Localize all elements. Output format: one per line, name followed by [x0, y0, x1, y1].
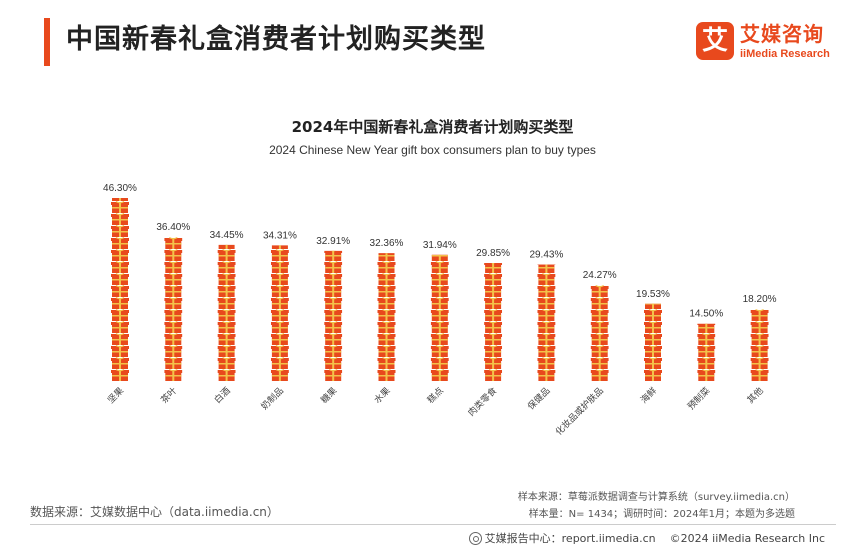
value-label: 31.94%: [423, 240, 457, 251]
gift-box-stack: [537, 264, 556, 381]
bar-3: [270, 245, 289, 381]
value-label: 34.45%: [210, 230, 244, 241]
gift-box-stack: [324, 250, 343, 381]
page-title: 中国新春礼盒消费者计划购买类型: [66, 24, 486, 55]
value-label: 29.43%: [529, 250, 563, 261]
bar-8: [537, 264, 556, 381]
gift-box-stack: [164, 237, 183, 381]
value-label: 32.36%: [370, 238, 404, 249]
iimedia-logo: 艾 艾媒咨询 iiMedia Research: [696, 22, 836, 68]
sample-source: 样本来源：草莓派数据调查与计算系统（survey.iimedia.cn）: [517, 492, 795, 503]
bar-4: [324, 250, 343, 381]
category-label: 奶制品: [258, 385, 286, 413]
bar-11: [697, 323, 716, 381]
footer-bottom: 艾媒报告中心：report.iimedia.cn ©2024 iiMedia Re…: [468, 530, 825, 546]
chart-subtitle: 2024 Chinese New Year gift box consumers…: [269, 143, 596, 157]
value-label: 46.30%: [103, 183, 137, 194]
gift-box-stack: [270, 245, 289, 381]
value-label: 24.27%: [583, 270, 617, 281]
bar-0: [111, 198, 129, 381]
value-label: 14.50%: [689, 309, 723, 320]
category-label: 糖果: [318, 385, 339, 406]
bar-10: [644, 303, 662, 381]
gift-box-stack: [590, 285, 609, 381]
logo-chinese-name: 艾媒咨询: [740, 22, 824, 46]
value-label: 18.20%: [743, 294, 777, 305]
sample-size: 样本量：N= 1434；调研时间：2024年1月；本题为多选题: [528, 509, 795, 520]
bar-2: [217, 244, 236, 381]
category-label: 化妆品或护肤品: [553, 385, 606, 438]
category-label: 肉类零食: [465, 385, 499, 419]
category-label: 海鲜: [638, 385, 659, 406]
bar-7: [484, 263, 503, 381]
copyright: ©2024 iiMedia Research Inc: [669, 532, 825, 545]
bar-6: [430, 254, 449, 381]
data-source: 数据来源：艾媒数据中心（data.iimedia.cn）: [30, 505, 279, 519]
bar-12: [750, 309, 769, 381]
category-label: 茶叶: [158, 385, 179, 406]
value-label: 36.40%: [156, 222, 190, 233]
bar-1: [164, 237, 183, 381]
chart-title: 2024年中国新春礼盒消费者计划购买类型: [291, 118, 574, 136]
value-label: 19.53%: [636, 289, 670, 300]
value-label: 32.91%: [316, 236, 350, 247]
gift-box-stack: [111, 198, 129, 381]
footer-divider: [30, 524, 836, 525]
category-label: 坚果: [106, 385, 127, 406]
category-label: 保健品: [525, 385, 553, 413]
gift-box-stack: [484, 263, 503, 381]
gift-box-stack: [697, 323, 716, 381]
category-label: 白酒: [211, 385, 232, 406]
category-label: 其他: [744, 385, 765, 406]
bar-5: [377, 253, 396, 381]
logo-english-name: iiMedia Research: [740, 48, 830, 60]
category-label: 水果: [371, 385, 392, 406]
value-label: 29.85%: [476, 248, 510, 259]
gift-box-stack: [430, 254, 449, 381]
value-label: 34.31%: [263, 230, 297, 241]
gift-box-stack: [217, 244, 236, 381]
report-center-icon: [468, 532, 482, 545]
logo-mark-icon: 艾: [696, 22, 734, 60]
bar-9: [590, 285, 609, 381]
title-accent-bar: [44, 18, 50, 66]
category-label: 预制菜: [685, 385, 713, 413]
gift-box-stack: [750, 309, 769, 381]
gift-box-stack: [377, 253, 396, 381]
report-center: 艾媒报告中心：report.iimedia.cn: [484, 532, 656, 545]
category-label: 糕点: [425, 385, 446, 406]
gift-box-stack: [644, 303, 662, 381]
